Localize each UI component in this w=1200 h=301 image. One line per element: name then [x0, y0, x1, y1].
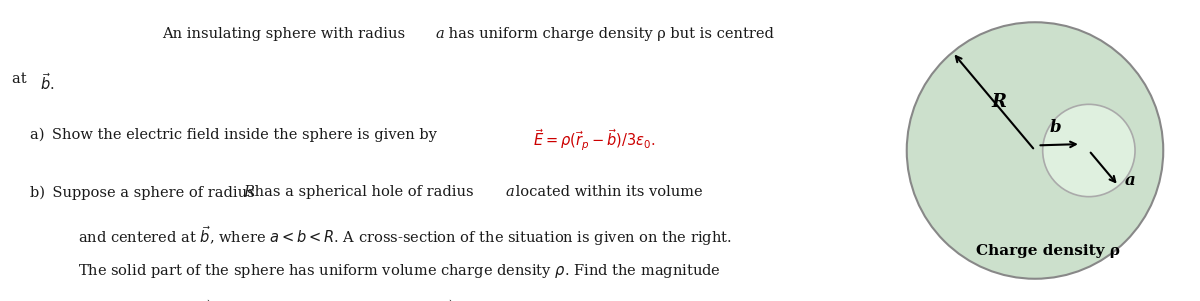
Text: and direction of $\vec{E}$ inside the hole, and show that $\vec{E}$ is uniform (: and direction of $\vec{E}$ inside the ho… — [78, 298, 709, 301]
Text: b: b — [1050, 119, 1061, 136]
Text: located within its volume: located within its volume — [511, 185, 703, 199]
Text: The solid part of the sphere has uniform volume charge density $\rho$. Find the : The solid part of the sphere has uniform… — [78, 262, 721, 280]
Circle shape — [1043, 104, 1135, 197]
Text: a: a — [1124, 172, 1135, 189]
Circle shape — [907, 22, 1163, 279]
Text: a: a — [436, 27, 444, 41]
Text: $\vec{E} = \rho(\vec{r}_p - \vec{b})/3\epsilon_0$.: $\vec{E} = \rho(\vec{r}_p - \vec{b})/3\e… — [533, 128, 655, 154]
Text: has a spherical hole of radius: has a spherical hole of radius — [250, 185, 478, 199]
Text: a: a — [505, 185, 514, 199]
Text: a) Show the electric field inside the sphere is given by: a) Show the electric field inside the sp… — [30, 128, 442, 142]
Text: R: R — [244, 185, 254, 199]
Text: An insulating sphere with radius: An insulating sphere with radius — [162, 27, 409, 41]
Text: has uniform charge density ρ but is centred: has uniform charge density ρ but is cent… — [444, 27, 774, 41]
Text: Charge density ρ: Charge density ρ — [976, 244, 1120, 258]
Text: and centered at $\vec{b}$, where $a < b < R$. A cross-section of the situation i: and centered at $\vec{b}$, where $a < b … — [78, 224, 732, 248]
Text: at: at — [12, 72, 31, 86]
Text: R: R — [991, 93, 1007, 111]
Text: b) Suppose a sphere of radius: b) Suppose a sphere of radius — [30, 185, 259, 200]
Text: $\vec{b}$.: $\vec{b}$. — [40, 72, 54, 93]
